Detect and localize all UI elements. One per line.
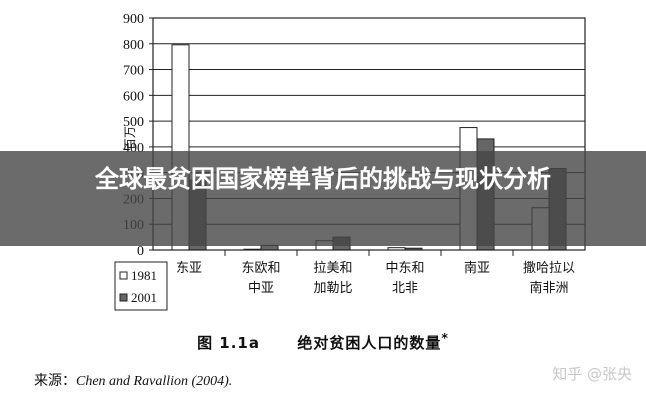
- y-tick-label: 500: [123, 115, 144, 130]
- legend-swatch-1981: [119, 271, 128, 280]
- category-label: 东欧和: [241, 261, 280, 276]
- category-label: 北非: [392, 281, 418, 296]
- overlay-title: 全球最贫困国家榜单背后的挑战与现状分析: [95, 165, 551, 193]
- legend-label-2001: 2001: [131, 290, 157, 305]
- source-prefix: 来源：: [34, 373, 76, 389]
- category-label: 南亚: [464, 260, 490, 276]
- legend-swatch-2001: [119, 293, 128, 302]
- category-label: 中亚: [248, 281, 274, 296]
- category-label: 中东和: [385, 261, 424, 276]
- figure-caption: 图 1.1a 绝对贫困人口的数量*: [0, 330, 646, 353]
- legend: 1981 2001: [114, 261, 168, 311]
- legend-box: [114, 261, 168, 311]
- source-note: 来源：Chen and Ravallion (2004).: [34, 370, 232, 390]
- category-label: 加勒比: [313, 281, 352, 296]
- y-axis-label: 百万: [123, 126, 137, 150]
- y-tick-label: 900: [123, 12, 144, 27]
- watermark: 知乎 @张央: [552, 365, 632, 383]
- caption-mark: *: [441, 330, 449, 345]
- caption-text: 绝对贫困人口的数量: [297, 334, 442, 352]
- bar-2001-1: [260, 244, 279, 251]
- y-tick-label: 600: [123, 89, 144, 104]
- title-overlay-band: [0, 151, 646, 246]
- legend-label-1981: 1981: [131, 268, 157, 283]
- caption-label: 图 1.1a: [197, 334, 260, 352]
- source-authors: Chen and Ravallion (2004).: [76, 374, 233, 389]
- category-label: 东亚: [176, 261, 202, 276]
- y-tick-label: 0: [137, 244, 144, 259]
- category-label: 拉美和: [313, 261, 352, 276]
- y-tick-label: 800: [123, 38, 144, 53]
- y-tick-label: 700: [123, 64, 144, 79]
- category-label: 南非洲: [529, 280, 568, 296]
- category-label: 撒哈拉以: [523, 260, 575, 276]
